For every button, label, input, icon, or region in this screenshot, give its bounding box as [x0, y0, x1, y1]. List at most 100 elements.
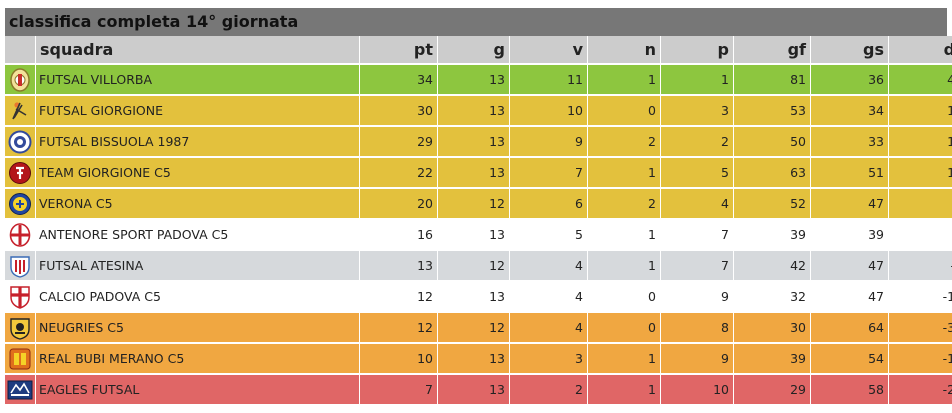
team-name: FUTSAL ATESINA: [36, 251, 360, 282]
stat-n: 1: [588, 251, 661, 282]
stat-dr: 19: [889, 96, 952, 127]
stat-p: 7: [661, 251, 734, 282]
team-logo-cell: [5, 313, 36, 344]
stat-gs: 51: [811, 158, 889, 189]
villorba-crest-icon: [5, 67, 35, 92]
team-logo-cell: [5, 189, 36, 220]
stat-v: 9: [510, 127, 588, 158]
stat-dr: -15: [889, 282, 952, 313]
stat-g: 13: [438, 65, 510, 96]
header-n: n: [588, 36, 661, 65]
stat-v: 5: [510, 220, 588, 251]
stat-gf: 32: [734, 282, 811, 313]
stat-v: 4: [510, 251, 588, 282]
stat-p: 2: [661, 127, 734, 158]
team-name: FUTSAL GIORGIONE: [36, 96, 360, 127]
verona-crest-icon: [5, 192, 35, 216]
stat-gs: 36: [811, 65, 889, 96]
stat-gf: 50: [734, 127, 811, 158]
stat-gf: 63: [734, 158, 811, 189]
stat-dr: 5: [889, 189, 952, 220]
stat-p: 10: [661, 375, 734, 406]
stat-n: 1: [588, 65, 661, 96]
stat-gf: 30: [734, 313, 811, 344]
stat-v: 10: [510, 96, 588, 127]
stat-v: 11: [510, 65, 588, 96]
team-logo-cell: [5, 127, 36, 158]
stat-gf: 81: [734, 65, 811, 96]
stat-dr: 0: [889, 220, 952, 251]
stat-p: 8: [661, 313, 734, 344]
stat-gs: 47: [811, 251, 889, 282]
header-squadra: squadra: [36, 36, 360, 65]
stat-pt: 12: [360, 313, 438, 344]
stat-pt: 22: [360, 158, 438, 189]
team-name: EAGLES FUTSAL: [36, 375, 360, 406]
stat-pt: 16: [360, 220, 438, 251]
stat-v: 7: [510, 158, 588, 189]
stat-gs: 54: [811, 344, 889, 375]
header-pt: pt: [360, 36, 438, 65]
stat-n: 2: [588, 189, 661, 220]
stat-v: 2: [510, 375, 588, 406]
stat-p: 5: [661, 158, 734, 189]
header-gf: gf: [734, 36, 811, 65]
stat-p: 7: [661, 220, 734, 251]
stat-p: 1: [661, 65, 734, 96]
standings-panel: classifica completa 14° giornata squadra…: [5, 8, 952, 406]
team-logo-cell: [5, 96, 36, 127]
stat-n: 1: [588, 344, 661, 375]
stat-dr: -34: [889, 313, 952, 344]
table-row: FUTSAL BISSUOLA 19872913922503317: [5, 127, 952, 158]
padova-crest-icon: [5, 285, 35, 309]
team-name: FUTSAL BISSUOLA 1987: [36, 127, 360, 158]
team-logo-cell: [5, 220, 36, 251]
stat-g: 13: [438, 127, 510, 158]
team-name: ANTENORE SPORT PADOVA C5: [36, 220, 360, 251]
stat-dr: 17: [889, 127, 952, 158]
stat-g: 12: [438, 189, 510, 220]
stat-v: 3: [510, 344, 588, 375]
stat-dr: -15: [889, 344, 952, 375]
header-dr: dr: [889, 36, 952, 65]
team-logo-cell: [5, 65, 36, 96]
stat-gs: 47: [811, 189, 889, 220]
team-name: NEUGRIES C5: [36, 313, 360, 344]
team-name: VERONA C5: [36, 189, 360, 220]
bissuola-crest-icon: [5, 130, 35, 154]
stat-gs: 34: [811, 96, 889, 127]
stat-p: 4: [661, 189, 734, 220]
stat-g: 13: [438, 344, 510, 375]
stat-dr: 45: [889, 65, 952, 96]
team-logo-cell: [5, 251, 36, 282]
stat-pt: 29: [360, 127, 438, 158]
stat-pt: 30: [360, 96, 438, 127]
neugries-crest-icon: [5, 316, 35, 340]
team-name: CALCIO PADOVA C5: [36, 282, 360, 313]
header-gs: gs: [811, 36, 889, 65]
stat-g: 12: [438, 313, 510, 344]
stat-v: 6: [510, 189, 588, 220]
stat-gs: 33: [811, 127, 889, 158]
stat-p: 9: [661, 344, 734, 375]
stat-g: 13: [438, 282, 510, 313]
stat-n: 0: [588, 282, 661, 313]
eagles-crest-icon: [5, 378, 35, 402]
standings-title: classifica completa 14° giornata: [5, 8, 947, 36]
stat-n: 1: [588, 220, 661, 251]
stat-v: 4: [510, 313, 588, 344]
stat-gs: 39: [811, 220, 889, 251]
atesina-crest-icon: [5, 254, 35, 278]
stat-gf: 39: [734, 220, 811, 251]
team-giorgione-crest-icon: [5, 161, 35, 185]
stat-gf: 53: [734, 96, 811, 127]
team-name: FUTSAL VILLORBA: [36, 65, 360, 96]
table-row: FUTSAL GIORGIONE30131003533419: [5, 96, 952, 127]
stat-v: 4: [510, 282, 588, 313]
stat-g: 12: [438, 251, 510, 282]
team-name: TEAM GIORGIONE C5: [36, 158, 360, 189]
